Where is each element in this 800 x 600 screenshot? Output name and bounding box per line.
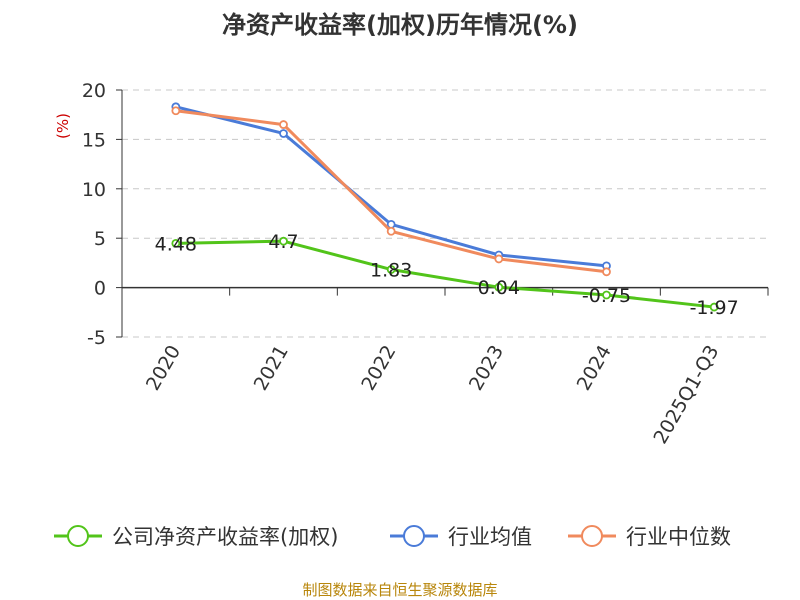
legend-item[interactable]: 行业均值 [448,525,532,549]
y-tick-label: 20 [82,80,106,102]
y-axis-label: (%) [54,113,72,139]
y-tick-label: -5 [87,327,106,349]
data-label: 1.83 [370,260,412,282]
data-label: -0.75 [582,285,631,307]
data-point[interactable] [279,120,288,129]
legend-marker [581,525,603,547]
data-label: 4.7 [268,231,298,253]
data-point[interactable] [279,236,288,246]
data-point[interactable] [386,265,396,274]
data-point[interactable] [602,267,611,277]
source-note: 制图数据来自恒生聚源数据库 [302,581,497,599]
data-point[interactable] [171,106,181,116]
y-tick-label: 5 [94,228,106,250]
data-point[interactable] [386,226,396,236]
legend[interactable]: 公司净资产收益率(加权) 行业均值 行业中位数 [54,525,731,549]
y-tick-label: 10 [82,179,106,201]
data-point[interactable] [709,302,719,312]
gridlines [122,89,768,338]
legend-marker [403,525,425,547]
x-tick-label: 2021 [250,342,293,395]
data-point[interactable] [279,129,288,138]
data-point[interactable] [494,282,504,292]
data-label: -1.97 [690,297,739,319]
data-label: 4.48 [155,233,197,255]
series-layer [171,102,719,312]
data-labels: 4.48 4.7 1.83 0.04 -0.75 -1.97 [155,231,739,319]
chart-title: 净资产收益率(加权)历年情况(%) [222,11,578,39]
legend-marker [67,525,89,547]
y-tick-label: 15 [82,129,106,151]
series-line [175,109,607,274]
data-point[interactable] [171,238,181,248]
x-tick-label: 2024 [573,342,616,395]
data-label: 0.04 [478,277,520,299]
legend-item[interactable]: 公司净资产收益率(加权) [112,525,338,549]
data-point[interactable] [494,254,504,264]
x-tick-label: 2023 [465,342,508,395]
x-tick-label: 2022 [357,342,400,395]
x-tick-label: 2020 [142,342,185,395]
legend-item[interactable]: 行业中位数 [626,525,731,549]
data-point[interactable] [602,290,611,300]
y-tick-label: 0 [94,278,106,300]
series-line [175,239,715,309]
x-tick-label: 2025Q1-Q3 [649,342,723,448]
